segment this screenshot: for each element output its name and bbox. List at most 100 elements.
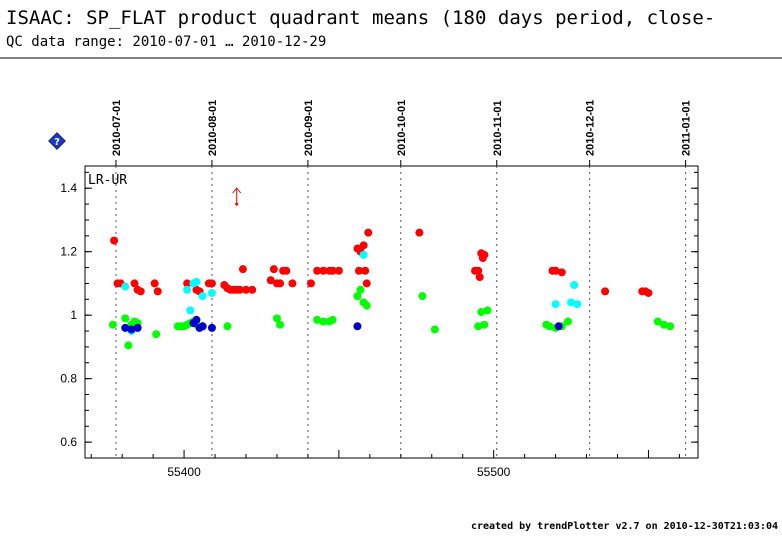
- data-point: [474, 266, 483, 275]
- date-marker-label: 2010-10-01: [396, 100, 408, 156]
- data-point: [353, 292, 362, 301]
- data-point: [563, 317, 572, 326]
- data-point: [110, 236, 119, 245]
- data-point: [276, 279, 285, 288]
- data-point: [152, 330, 161, 339]
- data-point: [659, 320, 668, 329]
- date-marker-label: 2010-09-01: [303, 100, 315, 156]
- y-axis: 0.6 0.8 1 1.2 1.4: [60, 171, 698, 449]
- data-point: [601, 287, 610, 296]
- date-marker-label: 2011-01-01: [681, 100, 693, 156]
- y-tick-label: 1.2: [60, 245, 77, 259]
- data-point: [319, 266, 328, 275]
- data-point: [238, 265, 247, 274]
- footer-credit: created by trendPlotter v2.7 on 2010-12-…: [471, 521, 778, 532]
- data-point: [328, 315, 337, 324]
- plot-frame: [84, 165, 699, 459]
- info-diamond-icon[interactable]: ?: [48, 132, 66, 150]
- data-point: [430, 325, 439, 334]
- data-point: [207, 288, 216, 297]
- data-point: [480, 320, 489, 329]
- data-point: [313, 315, 322, 324]
- data-point: [108, 320, 117, 329]
- data-point: [474, 322, 483, 331]
- date-marker-label: 2010-11-01: [492, 100, 504, 156]
- y-tick-label: 0.6: [60, 435, 77, 449]
- data-point: [223, 322, 232, 331]
- date-marker-label: 2010-12-01: [585, 100, 597, 156]
- y-tick-label: 0.8: [60, 372, 77, 386]
- data-point: [483, 306, 492, 315]
- data-point: [551, 300, 560, 309]
- data-point: [573, 300, 582, 309]
- data-point: [136, 287, 145, 296]
- data-point: [150, 279, 159, 288]
- y-tick-label: 1: [70, 308, 77, 322]
- y-tick-label: 1.4: [60, 181, 77, 195]
- x-axis: 55400 55500: [90, 450, 680, 479]
- data-point: [266, 276, 275, 285]
- data-point: [130, 279, 139, 288]
- data-point: [328, 266, 337, 275]
- out-of-range-arrow: [232, 187, 242, 206]
- data-point: [198, 322, 207, 331]
- data-point: [362, 279, 371, 288]
- data-point: [269, 265, 278, 274]
- data-point: [554, 322, 563, 331]
- data-point: [557, 268, 566, 277]
- data-point: [307, 279, 316, 288]
- data-point: [133, 323, 142, 332]
- chart-title: ISAAC: SP_FLAT product quadrant means (1…: [6, 7, 715, 29]
- date-marker-label: 2010-07-01: [111, 100, 123, 156]
- data-point: [276, 320, 285, 329]
- data-point: [288, 279, 297, 288]
- data-point: [359, 241, 368, 250]
- data-point: [282, 266, 291, 275]
- data-point: [207, 323, 216, 332]
- data-point: [235, 285, 244, 294]
- data-point: [192, 277, 201, 286]
- panel-label: LR-UR: [88, 173, 127, 188]
- chart-subtitle: QC data range: 2010-07-01 … 2010-12-29: [6, 34, 326, 50]
- data-point: [124, 341, 133, 350]
- data-point: [570, 281, 579, 290]
- data-point: [241, 285, 250, 294]
- data-point: [334, 266, 343, 275]
- data-point: [121, 323, 130, 332]
- data-point: [183, 285, 192, 294]
- data-point: [153, 287, 162, 296]
- data-point: [198, 292, 207, 301]
- data-point: [480, 250, 489, 259]
- data-point: [248, 285, 257, 294]
- data-point: [362, 301, 371, 310]
- data-point: [364, 228, 373, 237]
- data-point: [653, 317, 662, 326]
- date-marker-label: 2010-08-01: [207, 100, 219, 156]
- data-point: [567, 298, 576, 307]
- data-point: [361, 266, 370, 275]
- data-point: [127, 325, 136, 334]
- arrow-head: [232, 187, 242, 194]
- x-tick-label: 55500: [477, 465, 511, 479]
- data-point: [353, 322, 362, 331]
- data-point: [644, 288, 653, 297]
- arrow-base-point: [235, 202, 239, 206]
- data-point: [415, 228, 424, 237]
- date-markers: 2010-07-01 2010-08-01 2010-09-01 2010-10-01…: [111, 100, 693, 458]
- data-point: [418, 292, 427, 301]
- data-point: [356, 285, 365, 294]
- data-point: [319, 317, 328, 326]
- data-point: [313, 266, 322, 275]
- data-point: [272, 314, 281, 323]
- data-point: [359, 250, 368, 259]
- data-point: [192, 315, 201, 324]
- data-point: [551, 266, 560, 275]
- data-point: [186, 306, 195, 315]
- data-point: [666, 322, 675, 331]
- data-point: [545, 322, 554, 331]
- data-point: [477, 308, 486, 316]
- info-glyph: ?: [54, 137, 60, 148]
- data-point: [121, 282, 130, 291]
- data-point: [121, 314, 130, 323]
